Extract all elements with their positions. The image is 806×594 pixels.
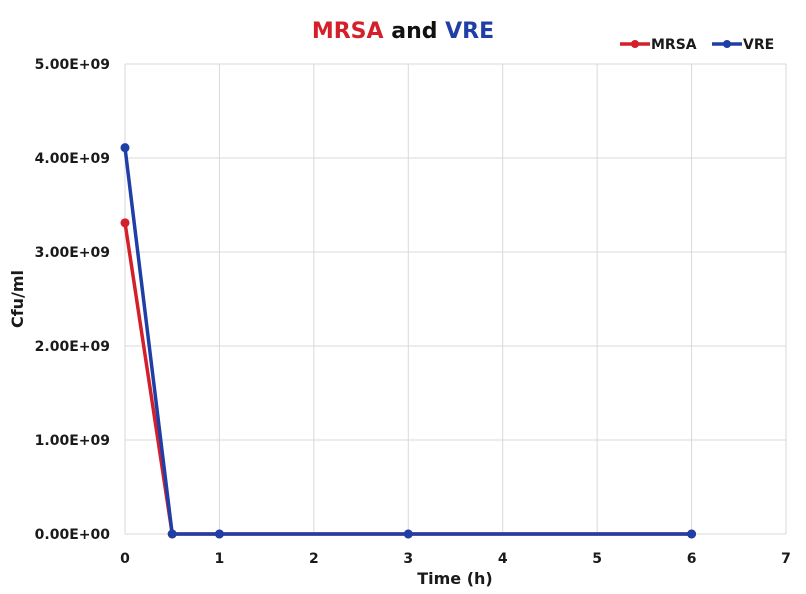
chart-title: MRSA and VRE	[312, 19, 494, 44]
y-tick-label: 2.00E+09	[35, 339, 110, 355]
legend-marker-icon	[723, 40, 731, 48]
data-point-vre	[403, 529, 413, 539]
data-point-vre	[687, 529, 697, 539]
chart-title-part: MRSA	[312, 19, 384, 44]
y-tick-label: 0.00E+00	[35, 527, 111, 543]
chart-title-part: and	[384, 19, 446, 44]
legend-item-mrsa: MRSA	[620, 37, 697, 53]
x-axis-ticks: 0 1 2 3 4 5 6 7	[120, 551, 791, 567]
chart-title-part: VRE	[445, 19, 494, 44]
series-vre	[120, 143, 697, 539]
data-point-vre	[120, 143, 130, 153]
x-tick-label: 7	[781, 551, 791, 567]
x-tick-label: 3	[403, 551, 413, 567]
legend-label: VRE	[743, 37, 774, 53]
y-axis-ticks: 0.00E+00 1.00E+09 2.00E+09 3.00E+09 4.00E+09…	[35, 57, 111, 543]
y-tick-label: 1.00E+09	[35, 433, 110, 449]
y-tick-label: 5.00E+09	[35, 57, 110, 73]
grid	[124, 63, 787, 535]
data-point-vre	[214, 529, 224, 539]
legend-label: MRSA	[651, 37, 697, 53]
x-axis-label: Time (h)	[417, 569, 493, 588]
legend-item-vre: VRE	[712, 37, 774, 53]
x-tick-label: 5	[592, 551, 602, 567]
legend-marker-icon	[631, 40, 639, 48]
x-tick-label: 1	[215, 551, 225, 567]
x-tick-label: 0	[120, 551, 130, 567]
y-tick-label: 4.00E+09	[35, 151, 110, 167]
x-tick-label: 2	[309, 551, 319, 567]
data-point-mrsa	[120, 218, 130, 228]
y-axis-label: Cfu/ml	[8, 270, 27, 328]
y-tick-label: 3.00E+09	[35, 245, 110, 261]
series-group	[120, 143, 697, 539]
legend: MRSA VRE	[620, 37, 774, 53]
x-tick-label: 6	[687, 551, 697, 567]
x-tick-label: 4	[498, 551, 508, 567]
data-point-vre	[167, 529, 177, 539]
